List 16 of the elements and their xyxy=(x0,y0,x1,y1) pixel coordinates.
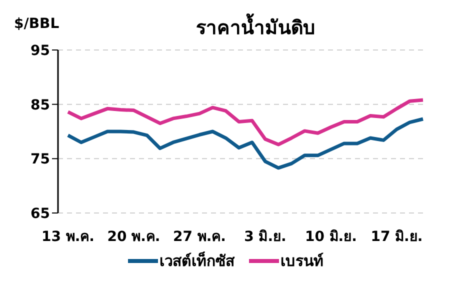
legend-label: เบรนท์ xyxy=(280,251,324,272)
y-tick-label: 75 xyxy=(30,152,50,168)
line-series xyxy=(66,98,425,146)
x-tick-label: 10 มิ.ย. xyxy=(304,228,357,245)
chart-title: ราคาน้ำมันดิบ xyxy=(195,12,316,41)
line-series xyxy=(66,117,425,170)
x-tick-label: 27 พ.ค. xyxy=(172,228,226,245)
legend-label: เวสต์เท็กซัส xyxy=(158,250,234,272)
x-tick-label: 13 พ.ค. xyxy=(42,228,94,245)
y-tick-label: 85 xyxy=(30,97,50,114)
x-tick-label: 20 พ.ค. xyxy=(107,228,160,245)
y-tick-label: 95 xyxy=(30,42,50,59)
y-axis-title: $/BBL xyxy=(14,16,60,32)
y-tick-label: 65 xyxy=(30,206,50,222)
x-tick-label: 3 มิ.ย. xyxy=(244,228,286,245)
x-tick-label: 17 มิ.ย. xyxy=(370,228,423,245)
